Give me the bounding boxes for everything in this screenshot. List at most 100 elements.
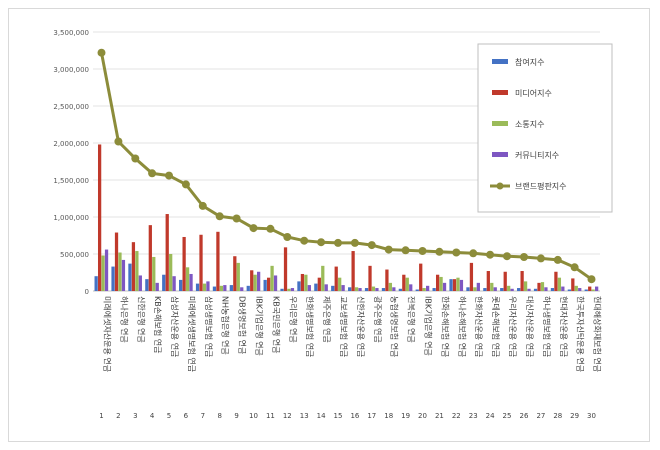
x-company-label: IBK기업은행 연금 [255,296,265,356]
x-index-label: 1 [99,412,103,420]
x-company-label: 우리자산운용 연금 [508,296,518,357]
x-company-label: NH농협은행 연금 [221,296,231,355]
bar-참여지수 [111,266,115,291]
x-index-label: 20 [418,412,427,420]
company-name: KB손해보험 연금 [153,296,163,353]
brand-index-point [266,224,275,233]
bar-참여지수 [314,283,318,291]
brand-index-point [469,249,478,258]
bar-참여지수 [567,289,571,291]
brand-index-point [520,253,528,261]
x-index-label: 26 [520,412,529,420]
bar-미디어지수 [182,236,186,291]
x-axis: 미래에셋자산운용 연금 1 하나은행 연금 2 신한은행 연금 3 KB손해보험 연금 4 삼성… [99,296,602,420]
x-index-label: 12 [283,412,292,420]
bar-참여지수 [398,288,402,291]
bar-소통지수 [219,285,224,291]
company-name: DB생명보험 연금 [238,296,248,354]
company-name: 우리은행 연금 [288,296,298,343]
bar-미디어지수 [419,263,423,291]
bar-커뮤니티지수 [307,285,311,291]
brand-index-point [503,252,511,261]
x-index-label: 15 [334,412,343,420]
bar-커뮤니티지수 [442,282,447,291]
bar-소통지수 [101,255,105,291]
bar-커뮤니티지수 [290,288,295,291]
bar-미디어지수 [402,274,406,291]
legend-swatch [492,59,508,64]
company-name: IBK기업은행 연금 [255,296,265,356]
brand-index-point [97,48,106,57]
bar-참여지수 [179,279,183,291]
legend-label: 미디어지수 [515,88,552,98]
brand-index-line [97,48,596,284]
bar-미디어지수 [216,231,220,291]
brand-index-point [131,154,140,163]
bar-커뮤니티지수 [240,287,244,291]
bar-참여지수 [128,263,132,291]
company-name: 신한은행 연금 [136,296,146,343]
brand-index-point [317,238,326,247]
bar-커뮤니티지수 [341,285,345,291]
legend-swatch [492,121,508,126]
bar-소통지수 [321,265,325,291]
bar-미디어지수 [368,265,372,291]
brand-index-point [486,250,495,259]
company-name: 신한자산운용 연금 [356,296,366,357]
x-index-label: 19 [401,412,410,420]
bar-미디어지수 [554,271,558,291]
bar-소통지수 [371,286,376,291]
bar-미디어지수 [588,286,592,291]
x-index-label: 29 [570,412,579,420]
bar-미디어지수 [571,278,575,291]
bar-소통지수 [354,287,359,291]
bar-소통지수 [169,254,173,291]
bar-미디어지수 [266,277,271,291]
legend-swatch [492,90,508,95]
company-name: 대신자산운용 연금 [525,296,535,357]
brand-index-point [570,263,579,272]
x-company-label: 한국투자신탁운용 연금 [576,296,586,372]
legend-swatch [496,182,504,190]
legend-label: 브랜드평판지수 [515,181,567,191]
bar-소통지수 [456,277,460,291]
bar-marks [94,144,599,291]
bar-소통지수 [439,276,443,291]
brand-index-point [350,238,359,247]
bar-참여지수 [483,288,487,291]
x-company-label: 미래에셋생명보험 연금 [187,296,197,372]
bar-소통지수 [388,282,393,291]
x-company-label: 삼성생명보험 연금 [204,296,214,357]
x-index-label: 21 [435,412,444,420]
bar-소통지수 [405,277,409,291]
brand-index-point [114,137,123,146]
x-index-label: 25 [503,412,512,420]
x-company-label: 롯데손해보험 연금 [491,296,501,357]
bar-미디어지수 [165,214,169,291]
brand-index-point [367,241,376,250]
bar-소통지수 [540,282,545,291]
x-company-label: 현대자산운용 연금 [559,296,569,357]
bar-참여지수 [331,285,335,291]
bar-미디어지수 [233,256,237,291]
x-index-label: 24 [486,412,495,420]
brand-index-point [452,248,461,257]
bar-참여지수 [280,288,284,291]
bar-커뮤니티지수 [189,273,193,291]
bar-소통지수 [152,256,156,291]
x-company-label: 농협생명보험 연금 [390,296,400,357]
chart-frame [8,8,650,442]
bar-참여지수 [466,287,470,291]
brand-index-point [435,247,444,256]
x-index-label: 14 [317,412,326,420]
bar-소통지수 [236,262,240,291]
bar-참여지수 [145,279,149,291]
brand-index-point [198,201,207,210]
bar-커뮤니티지수 [172,276,176,291]
bar-참여지수 [263,279,267,291]
company-name: IBK기업은행 연금 [424,296,434,356]
legend-label: 참여지수 [515,57,544,67]
bar-소통지수 [557,277,562,291]
bar-커뮤니티지수 [578,288,582,291]
